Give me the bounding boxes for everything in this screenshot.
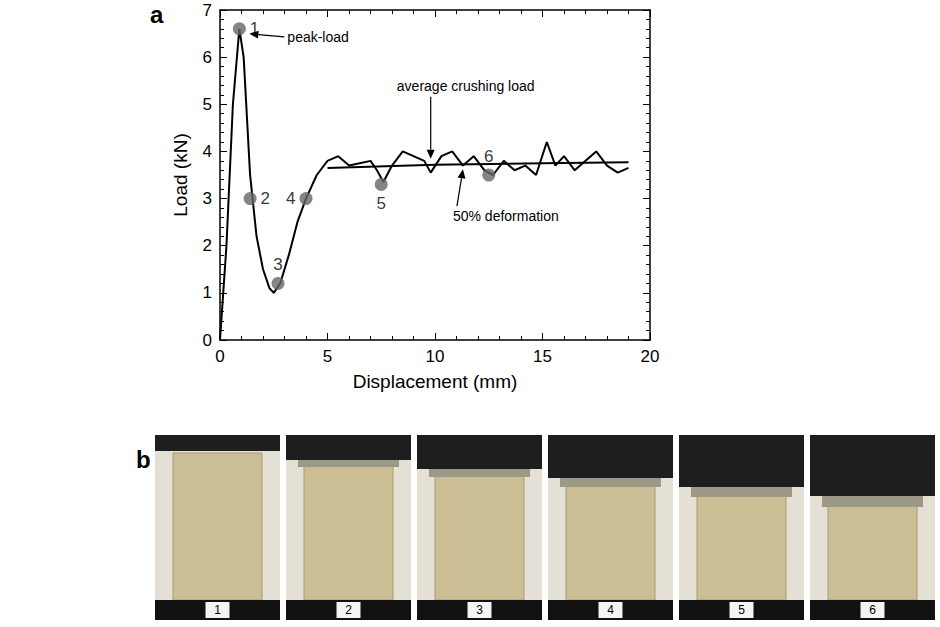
- svg-text:3: 3: [203, 189, 212, 208]
- svg-text:1: 1: [214, 603, 221, 617]
- svg-text:15: 15: [533, 347, 552, 366]
- svg-text:5: 5: [377, 194, 386, 213]
- svg-text:6: 6: [484, 147, 493, 166]
- svg-text:10: 10: [426, 347, 445, 366]
- svg-text:3: 3: [476, 603, 483, 617]
- svg-text:6: 6: [869, 603, 876, 617]
- svg-text:50% deformation: 50% deformation: [453, 208, 559, 224]
- svg-text:5: 5: [203, 95, 212, 114]
- svg-text:Load (kN): Load (kN): [170, 133, 191, 216]
- svg-text:Displacement (mm): Displacement (mm): [353, 371, 518, 392]
- svg-text:0: 0: [203, 331, 212, 350]
- svg-text:b: b: [136, 446, 151, 473]
- svg-text:5: 5: [738, 603, 745, 617]
- svg-text:20: 20: [641, 347, 660, 366]
- svg-text:a: a: [150, 1, 164, 28]
- svg-text:5: 5: [323, 347, 332, 366]
- svg-text:3: 3: [273, 255, 282, 274]
- svg-text:1: 1: [250, 19, 259, 38]
- svg-text:1: 1: [203, 283, 212, 302]
- svg-text:4: 4: [203, 142, 212, 161]
- svg-text:0: 0: [215, 347, 224, 366]
- svg-text:6: 6: [203, 48, 212, 67]
- svg-text:2: 2: [203, 236, 212, 255]
- svg-text:7: 7: [203, 1, 212, 20]
- svg-text:peak-load: peak-load: [287, 29, 349, 45]
- svg-text:2: 2: [261, 189, 270, 208]
- svg-text:average crushing load: average crushing load: [397, 78, 535, 94]
- svg-text:4: 4: [286, 189, 295, 208]
- svg-text:2: 2: [345, 603, 352, 617]
- svg-text:4: 4: [607, 603, 614, 617]
